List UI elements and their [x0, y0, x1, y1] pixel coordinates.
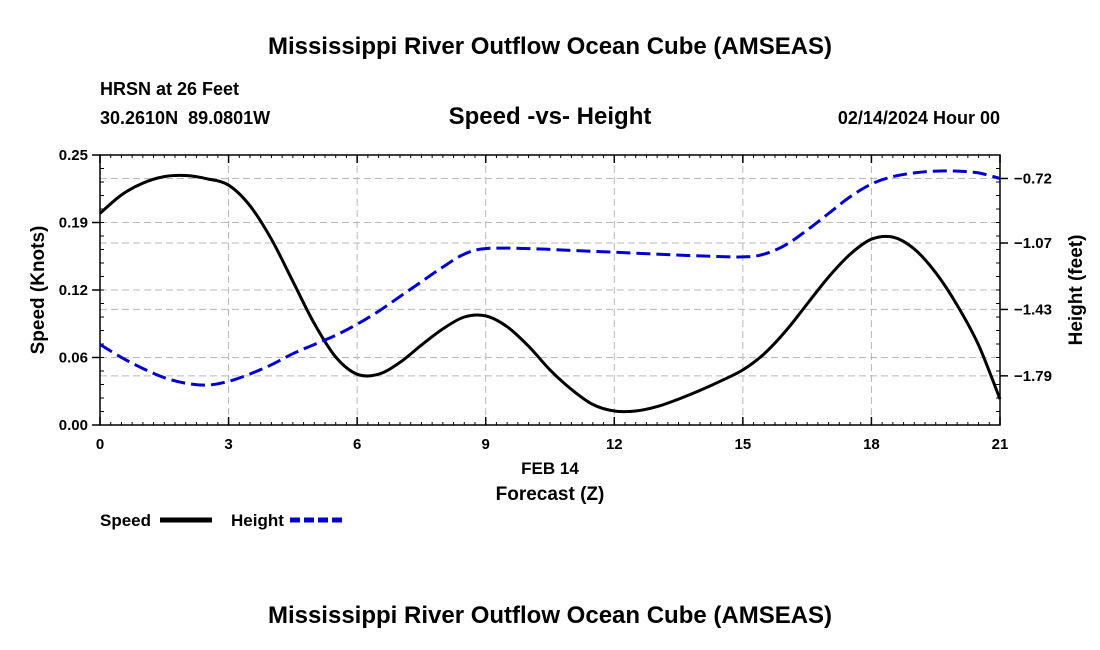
y-axis-left-title: Speed (Knots): [28, 226, 49, 355]
date-label: 02/14/2024 Hour 00: [838, 108, 1000, 128]
x-tick-label: 18: [863, 436, 880, 453]
x-tick-label: 6: [353, 436, 361, 453]
x-axis-date-label: FEB 14: [521, 459, 579, 478]
y-right-tick-label: −0.72: [1014, 170, 1052, 187]
legend: Speed Height: [100, 511, 342, 530]
x-tick-label: 21: [992, 436, 1009, 453]
y-axis-left: 0.00 0.06 0.12 0.19 0.25: [59, 147, 100, 434]
y-right-tick-label: −1.07: [1014, 235, 1052, 252]
y-right-tick-label: −1.79: [1014, 368, 1052, 385]
y-left-tick-label: 0.19: [59, 215, 88, 232]
y-axis-right-title: Height (feet): [1066, 235, 1087, 346]
y-axis-right: −0.72 −1.07 −1.43 −1.79: [1000, 170, 1052, 385]
series-line-height: [99, 169, 1001, 387]
y-left-tick-label: 0.12: [59, 282, 88, 299]
legend-label-height: Height: [231, 511, 284, 530]
legend-label-speed: Speed: [100, 511, 151, 530]
y-right-tick-label: −1.43: [1014, 301, 1052, 318]
x-tick-label: 9: [482, 436, 490, 453]
chart-title: Mississippi River Outflow Ocean Cube (AM…: [268, 33, 832, 60]
y-left-tick-label: 0.06: [59, 350, 88, 367]
coordinates-label: 30.2610N 89.0801W: [100, 108, 270, 128]
y-left-tick-label: 0.25: [59, 147, 88, 164]
y-left-tick-label: 0.00: [59, 417, 88, 434]
footer-title: Mississippi River Outflow Ocean Cube (AM…: [268, 602, 832, 629]
x-tick-label: 0: [96, 436, 104, 453]
x-tick-label: 12: [606, 436, 623, 453]
chart-subtitle: Speed -vs- Height: [449, 103, 652, 130]
x-tick-label: 3: [224, 436, 232, 453]
grid: [100, 155, 1000, 425]
x-axis-title: Forecast (Z): [496, 484, 605, 505]
x-axis: 0 3 6 9 12 15 18 21: [96, 155, 1009, 453]
station-label: HRSN at 26 Feet: [100, 79, 239, 99]
series-group: [99, 169, 1002, 414]
series-line-speed: [99, 173, 1002, 414]
x-tick-label: 15: [735, 436, 752, 453]
